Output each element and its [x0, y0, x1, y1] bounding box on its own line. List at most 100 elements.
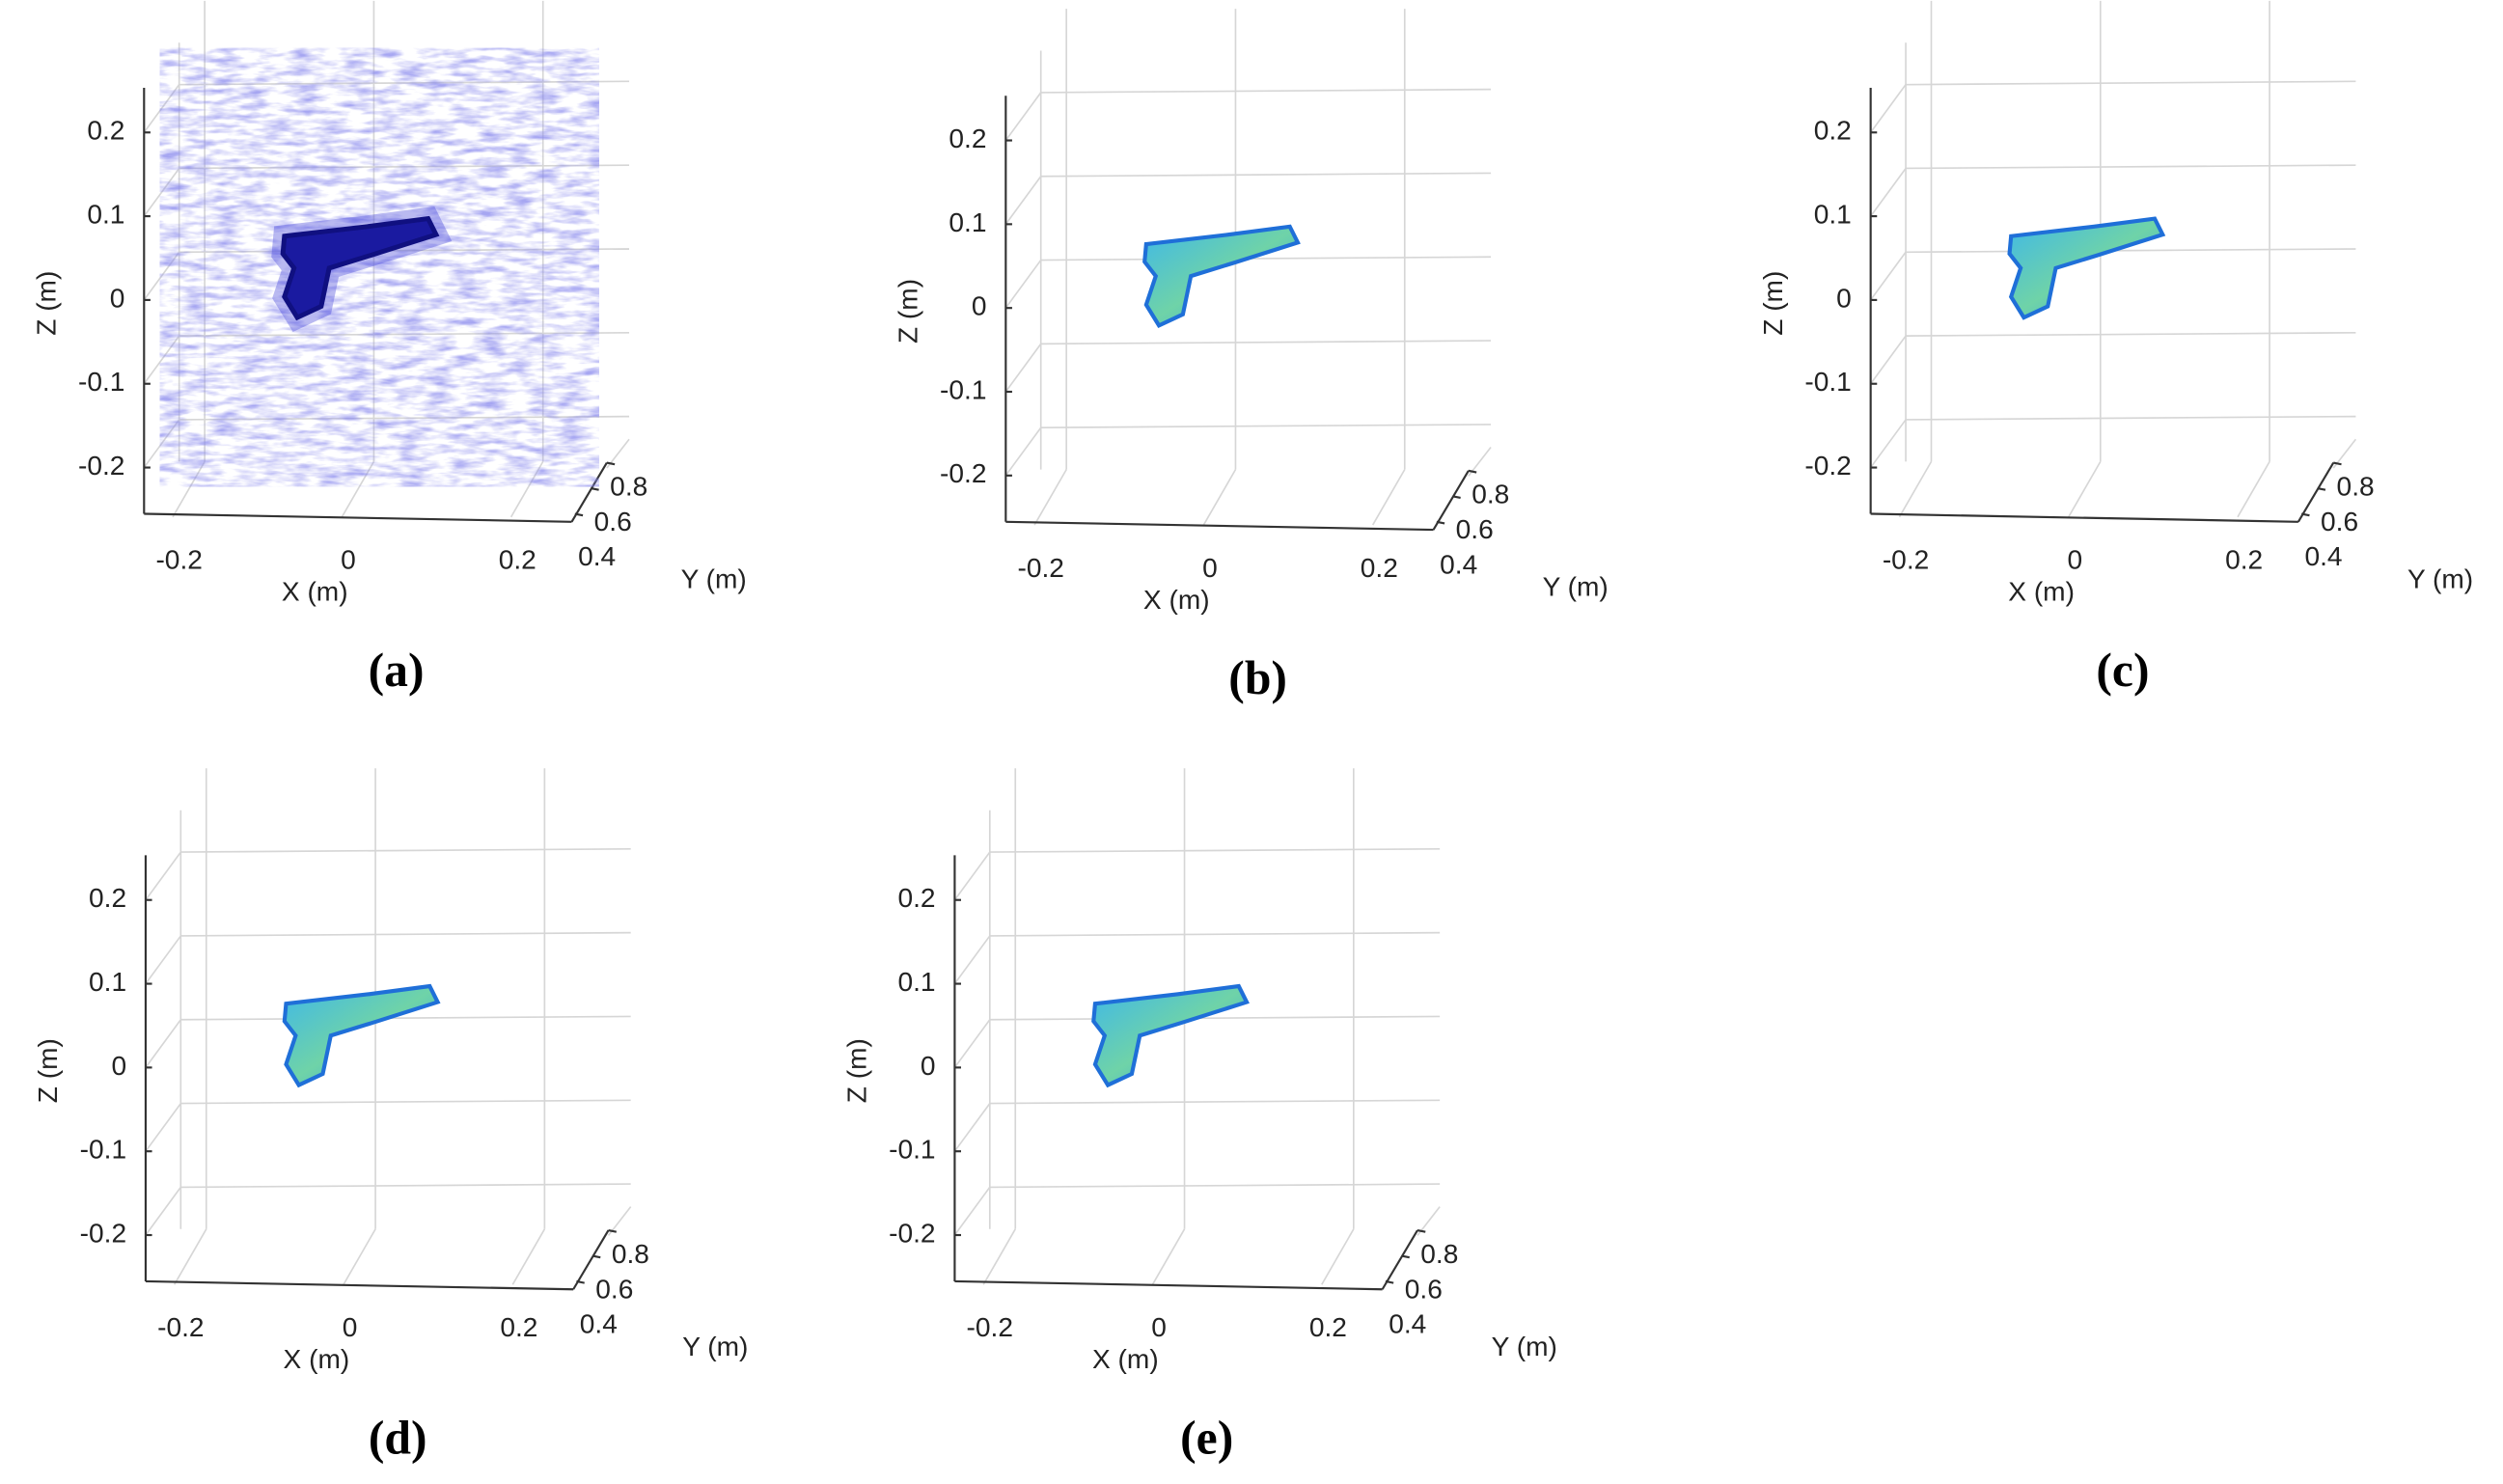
caption: (b) [1228, 651, 1287, 704]
x-tick-label: 0 [341, 545, 356, 575]
z-tick-label: -0.1 [940, 374, 986, 404]
target [2007, 216, 2166, 320]
x-axis-label: X (m) [284, 1344, 350, 1374]
grid-line [180, 931, 631, 937]
y-tick [606, 461, 616, 466]
y-tick-label: 0.6 [1405, 1274, 1443, 1304]
z-tick-label: -0.2 [889, 1218, 935, 1248]
z-tick-label: -0.2 [1804, 451, 1851, 481]
panel: -0.2 -0.1 0 0.1 0.2 -0.2 0 0.2 0.4 0.6 0.8 X (m) Y (… [1758, 0, 2473, 697]
y-axis-label: Y (m) [1492, 1332, 1557, 1361]
grid-line [989, 931, 1441, 937]
y-tick-label: 0.4 [1440, 550, 1477, 580]
grid-line [1033, 469, 1067, 526]
x-tick-label: 0.2 [1309, 1312, 1347, 1342]
grid-line [1004, 176, 1042, 225]
grid-line [180, 1015, 631, 1021]
grid-line [953, 1103, 991, 1152]
y-axis [1432, 470, 1470, 531]
grid-line [145, 935, 181, 985]
caption: (e) [1180, 1411, 1233, 1464]
x-axis-label: X (m) [1092, 1344, 1159, 1374]
z-axis-label: Z (m) [33, 1038, 63, 1103]
y-axis-label: Y (m) [682, 1332, 748, 1361]
y-tick [574, 512, 584, 517]
x-axis [1005, 520, 1434, 532]
panel: -0.2 -0.1 0 0.1 0.2 -0.2 0 0.2 0.4 0.6 0.8 X (m) Y (… [842, 768, 1557, 1464]
target [1142, 224, 1301, 329]
grid-line [145, 1019, 181, 1068]
z-tick-label: 0.1 [1814, 200, 1852, 230]
y-tick-label: 0.6 [1456, 514, 1494, 544]
grid-line [989, 847, 1441, 853]
x-tick-label: 0.2 [500, 1312, 537, 1342]
y-tick [2317, 486, 2326, 491]
x-tick-label: 0 [1151, 1312, 1167, 1342]
y-tick [1401, 1254, 1410, 1259]
grid-line [145, 851, 181, 901]
y-tick-label: 0.8 [610, 471, 647, 501]
x-tick-label: -0.2 [1017, 553, 1063, 583]
caption: (a) [369, 644, 425, 697]
z-tick-label: 0.2 [89, 883, 126, 913]
grid-line [1906, 248, 2356, 254]
z-tick-label: 0 [921, 1051, 936, 1081]
grid-line [1869, 335, 1907, 385]
z-tick-label: 0.1 [89, 967, 126, 997]
grid-line [1004, 92, 1042, 142]
y-tick-label: 0.4 [2304, 541, 2342, 571]
y-tick-label: 0.8 [1472, 480, 1509, 509]
grid-line [953, 1019, 991, 1068]
grid-line [1321, 1228, 1355, 1285]
y-tick [1468, 469, 1477, 474]
y-tick [1385, 1279, 1394, 1284]
grid-line [180, 847, 631, 853]
grid-line [1906, 331, 2356, 337]
grid-line [989, 1183, 1441, 1189]
grid-line [953, 851, 991, 901]
grid-line [1869, 84, 1907, 133]
y-axis-label: Y (m) [1543, 572, 1609, 602]
x-axis-label: X (m) [1143, 585, 1210, 615]
z-tick-label: -0.1 [78, 367, 124, 397]
x-axis [954, 1279, 1383, 1291]
z-tick-label: -0.2 [940, 458, 986, 488]
grid-line [145, 1186, 181, 1236]
y-tick [1436, 520, 1445, 525]
y-tick-label: 0.8 [2337, 471, 2375, 501]
y-tick-label: 0.6 [2321, 507, 2358, 536]
y-axis [572, 1229, 610, 1290]
grid-line [1040, 88, 1492, 94]
y-tick [2300, 512, 2310, 517]
z-tick-label: 0.1 [949, 207, 986, 237]
x-tick-label: 0.2 [2225, 545, 2263, 575]
x-axis-label: X (m) [2008, 577, 2075, 607]
x-tick-label: -0.2 [967, 1312, 1013, 1342]
z-tick-label: -0.2 [80, 1218, 126, 1248]
z-tick-label: -0.2 [78, 451, 124, 481]
x-tick-label: 0 [1202, 553, 1218, 583]
y-tick-label: 0.4 [1389, 1309, 1426, 1339]
y-tick-label: 0.6 [594, 507, 632, 536]
caption: (d) [369, 1411, 427, 1464]
noise-cloud [159, 47, 599, 487]
grid-line [1869, 419, 1907, 469]
grid-line [2237, 460, 2270, 518]
grid-line [1151, 1228, 1186, 1285]
y-axis [570, 462, 608, 523]
z-axis-label: Z (m) [1758, 271, 1788, 336]
grid-line [989, 1015, 1441, 1021]
grid-line [1004, 426, 1042, 477]
grid-line [1371, 469, 1406, 526]
grid-line [1869, 167, 1907, 217]
grid-line [145, 1103, 181, 1152]
x-tick-label: 0 [2068, 545, 2083, 575]
z-tick-label: 0 [110, 283, 125, 313]
y-axis-label: Y (m) [2407, 563, 2473, 593]
grid-line [953, 1186, 991, 1236]
y-tick [1452, 495, 1461, 500]
grid-line [1040, 172, 1492, 178]
x-axis-label: X (m) [282, 577, 348, 607]
y-tick [591, 1254, 601, 1259]
